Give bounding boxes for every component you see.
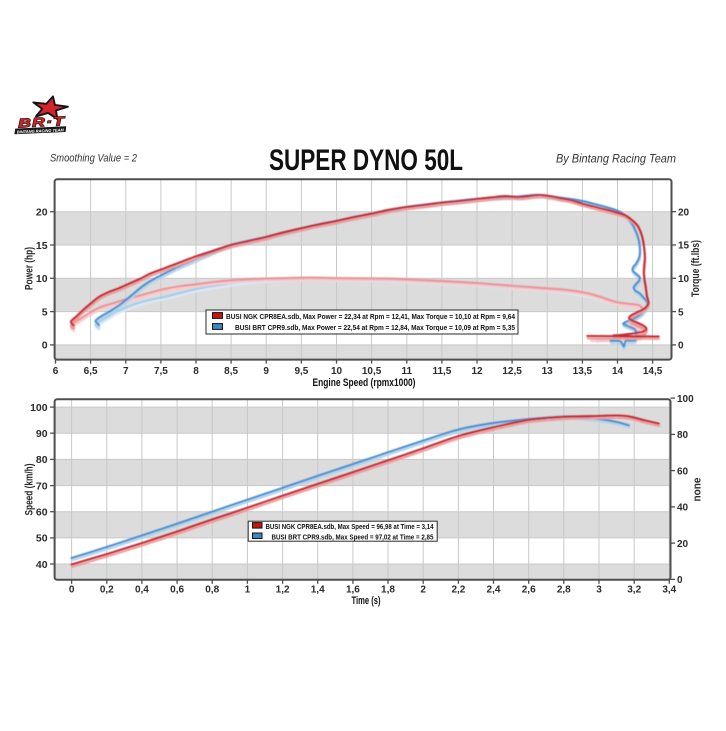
svg-text:BR·T: BR·T	[18, 114, 66, 130]
svg-text:14: 14	[612, 366, 624, 377]
svg-text:1,6: 1,6	[346, 585, 360, 596]
svg-text:1,8: 1,8	[381, 585, 395, 596]
svg-text:Power (hp): Power (hp)	[24, 247, 36, 290]
svg-text:8,5: 8,5	[224, 366, 238, 377]
svg-text:20: 20	[36, 207, 48, 219]
svg-text:Engine Speed (rpmx1000): Engine Speed (rpmx1000)	[313, 377, 416, 389]
svg-text:5: 5	[42, 306, 48, 318]
svg-text:7: 7	[123, 366, 129, 377]
svg-text:70: 70	[36, 480, 48, 492]
svg-text:2,6: 2,6	[522, 585, 536, 596]
svg-text:13,5: 13,5	[573, 366, 593, 377]
svg-text:10,5: 10,5	[362, 366, 382, 377]
svg-text:BUSI NGK CPR8EA.sdb, Max Power: BUSI NGK CPR8EA.sdb, Max Power = 22,34 a…	[226, 314, 515, 321]
svg-text:40: 40	[36, 559, 48, 571]
svg-text:60: 60	[36, 507, 48, 519]
svg-text:13: 13	[542, 366, 554, 377]
svg-text:10: 10	[331, 366, 343, 377]
svg-text:12: 12	[471, 366, 483, 377]
svg-text:8: 8	[193, 366, 199, 377]
svg-text:9,5: 9,5	[294, 366, 308, 377]
svg-text:0: 0	[678, 341, 684, 352]
svg-text:BUSI BRT CPR9.sdb, Max Speed =: BUSI BRT CPR9.sdb, Max Speed = 97,02 at …	[272, 534, 434, 541]
svg-text:0: 0	[69, 585, 75, 596]
svg-text:BUSI BRT CPR9.sdb, Max Power =: BUSI BRT CPR9.sdb, Max Power = 22,54 at …	[235, 325, 515, 332]
svg-text:0: 0	[42, 340, 48, 352]
svg-text:Torque (ft.lbs): Torque (ft.lbs)	[690, 240, 702, 297]
svg-text:0,4: 0,4	[135, 585, 149, 596]
svg-text:1,2: 1,2	[276, 585, 290, 596]
svg-text:60: 60	[677, 466, 689, 477]
svg-text:2,2: 2,2	[451, 585, 465, 596]
svg-text:40: 40	[677, 503, 689, 514]
svg-text:7,5: 7,5	[154, 366, 168, 377]
svg-text:50: 50	[36, 533, 48, 545]
svg-text:3: 3	[596, 585, 602, 596]
svg-text:0: 0	[677, 575, 683, 586]
svg-text:20: 20	[678, 207, 690, 218]
svg-text:1: 1	[245, 585, 251, 596]
svg-text:80: 80	[36, 454, 48, 466]
svg-text:12,5: 12,5	[502, 366, 522, 377]
svg-text:Smoothing Value = 2: Smoothing Value = 2	[50, 153, 137, 165]
svg-text:Time (s): Time (s)	[352, 595, 381, 607]
svg-text:10: 10	[36, 273, 48, 285]
svg-text:1,4: 1,4	[311, 585, 325, 596]
svg-text:6,5: 6,5	[84, 366, 98, 377]
svg-text:6: 6	[53, 366, 59, 377]
svg-text:15: 15	[678, 241, 690, 252]
svg-text:none: none	[692, 478, 704, 502]
svg-text:10: 10	[678, 274, 690, 285]
svg-text:2,4: 2,4	[487, 585, 501, 596]
svg-text:By Bintang Racing Team: By Bintang Racing Team	[556, 154, 676, 166]
svg-text:3,2: 3,2	[627, 585, 641, 596]
svg-text:9: 9	[263, 366, 269, 377]
svg-text:11,5: 11,5	[432, 366, 451, 377]
svg-text:2: 2	[420, 585, 426, 596]
svg-text:SUPER DYNO 50L: SUPER DYNO 50L	[269, 144, 463, 177]
svg-text:80: 80	[677, 430, 689, 441]
svg-text:BUSI NGK CPR8EA.sdb, Max Speed: BUSI NGK CPR8EA.sdb, Max Speed = 96,98 a…	[266, 524, 434, 531]
svg-text:0,2: 0,2	[100, 585, 114, 596]
svg-text:Speed (km/h): Speed (km/h)	[24, 463, 36, 515]
svg-text:90: 90	[36, 428, 48, 440]
svg-text:3,4: 3,4	[662, 585, 676, 596]
svg-text:11: 11	[402, 366, 413, 377]
svg-text:0,6: 0,6	[170, 585, 184, 596]
svg-text:BINTANG RACING TEAM: BINTANG RACING TEAM	[17, 127, 65, 134]
svg-text:2,8: 2,8	[557, 585, 571, 596]
svg-text:15: 15	[36, 240, 48, 252]
svg-text:5: 5	[678, 307, 684, 318]
svg-text:0,8: 0,8	[205, 585, 219, 596]
svg-text:100: 100	[677, 394, 694, 405]
svg-text:100: 100	[30, 402, 48, 414]
svg-text:20: 20	[677, 539, 689, 550]
svg-text:14,5: 14,5	[643, 366, 663, 377]
